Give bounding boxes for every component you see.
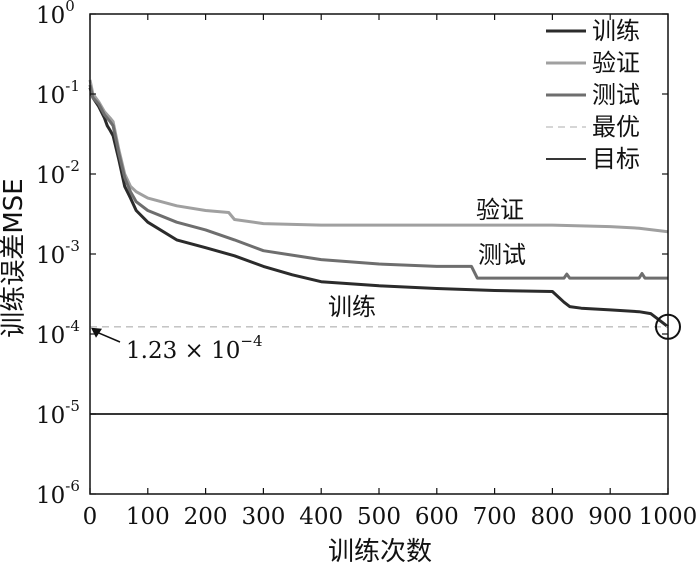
series-line-test xyxy=(88,84,668,280)
x-tick-label: 800 xyxy=(530,504,574,530)
x-tick-label: 600 xyxy=(415,504,459,530)
x-tick-label: 700 xyxy=(473,504,517,530)
best-value-arrow xyxy=(95,331,121,343)
y-tick-label: 10-5 xyxy=(36,397,80,429)
best-point-marker xyxy=(655,313,681,340)
x-tick-label: 500 xyxy=(357,504,401,530)
best-value-arrowhead xyxy=(91,327,102,338)
series-layer xyxy=(88,79,669,415)
y-tick-label: 10-1 xyxy=(36,77,80,109)
y-tick-label: 10-3 xyxy=(36,237,80,269)
legend-label-train: 训练 xyxy=(592,17,640,45)
legend-label-best: 最优 xyxy=(592,113,640,141)
x-tick-label: 1000 xyxy=(639,504,698,530)
legend-label-test: 测试 xyxy=(592,81,640,109)
series-line-validation xyxy=(88,79,669,234)
y-tick-label: 10-4 xyxy=(36,317,80,349)
test-curve-label: 测试 xyxy=(478,241,526,269)
y-tick-label: 10-6 xyxy=(36,477,80,509)
best-value-label: 1.23 × 10−4 xyxy=(126,332,263,364)
x-axis-title: 训练次数 xyxy=(328,537,432,567)
legend-label-validation: 验证 xyxy=(592,49,640,77)
x-tick-label: 400 xyxy=(299,504,343,530)
legend-label-goal: 目标 xyxy=(592,145,640,173)
x-tick-label: 200 xyxy=(184,504,228,530)
plot-frame xyxy=(89,13,669,495)
x-tick-label: 100 xyxy=(126,504,170,530)
y-axis-title: 训练误差MSE xyxy=(0,178,29,337)
y-tick-label: 10-2 xyxy=(36,157,80,189)
x-tick-label: 300 xyxy=(241,504,285,530)
x-tick-label: 900 xyxy=(588,504,632,530)
y-tick-label: 100 xyxy=(36,0,75,29)
series-line-train xyxy=(88,87,669,328)
train-curve-label: 训练 xyxy=(328,293,376,321)
x-tick-label: 0 xyxy=(83,504,98,530)
validation-curve-label: 验证 xyxy=(476,196,524,224)
